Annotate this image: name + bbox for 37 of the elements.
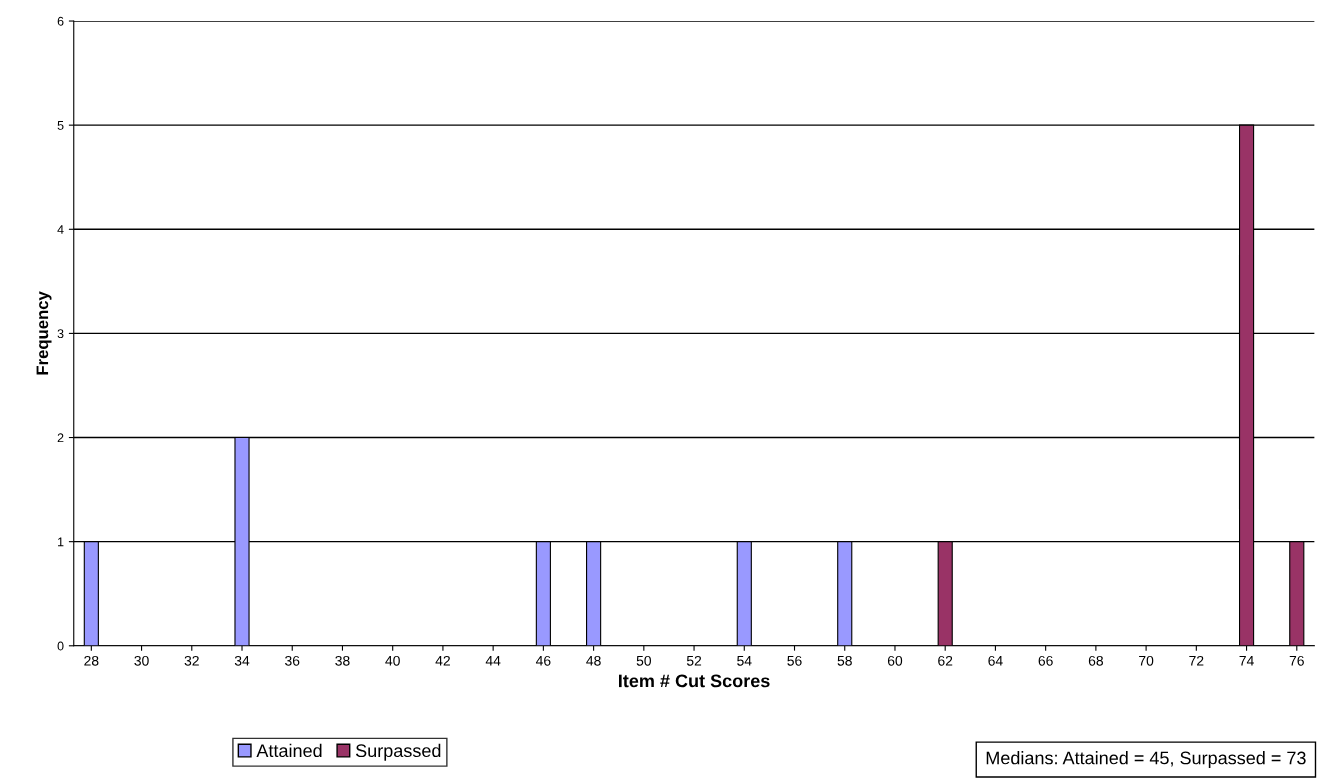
- x-tick-label: 70: [1139, 655, 1154, 666]
- x-tick-label: 28: [84, 655, 99, 666]
- x-tick-label: 30: [134, 655, 149, 666]
- x-tick-label: 54: [737, 656, 752, 666]
- x-tick-label: 46: [535, 655, 551, 666]
- x-tick-label: 34: [234, 655, 250, 666]
- x-tick-label: 74: [1239, 656, 1254, 666]
- legend-label: Attained: [256, 743, 322, 758]
- legend-label: Surpassed: [355, 743, 441, 761]
- x-tick-label: 68: [1088, 655, 1103, 666]
- x-tick-label: 38: [335, 655, 350, 666]
- x-tick-label: 56: [787, 655, 802, 666]
- x-tick-label: 62: [938, 655, 953, 666]
- text: Medians: Attained = 45, Surpassed = 73: [986, 751, 1306, 768]
- x-tick-label: 60: [887, 655, 903, 666]
- x-tick-label: 64: [988, 655, 1003, 666]
- x-tick-label: 72: [1189, 655, 1204, 666]
- x-tick-label: 76: [1289, 655, 1304, 666]
- x-tick-label: 44: [485, 656, 501, 666]
- x-tick-label: 52: [686, 655, 702, 666]
- x-tick-label: 50: [636, 655, 652, 666]
- y-axis-title: Frequency: [36, 291, 52, 375]
- y-tick-label: 3: [57, 329, 64, 339]
- x-axis-title: Item # Cut Scores: [619, 674, 770, 688]
- y-tick-label: 6: [57, 16, 64, 26]
- x-tick-label: 36: [285, 655, 300, 666]
- y-tick-label: 4: [57, 225, 64, 234]
- y-tick-label: 2: [57, 433, 64, 443]
- y-tick-label: 1: [58, 537, 64, 547]
- y-tick-label: 5: [57, 121, 64, 130]
- y-tick-label: 0: [57, 641, 64, 651]
- x-tick-label: 66: [1038, 655, 1053, 666]
- x-tick-label: 58: [837, 655, 852, 666]
- x-tick-label: 42: [435, 655, 450, 666]
- x-tick-label: 40: [385, 655, 400, 666]
- x-tick-label: 32: [184, 655, 199, 666]
- x-tick-label: 48: [586, 655, 601, 666]
